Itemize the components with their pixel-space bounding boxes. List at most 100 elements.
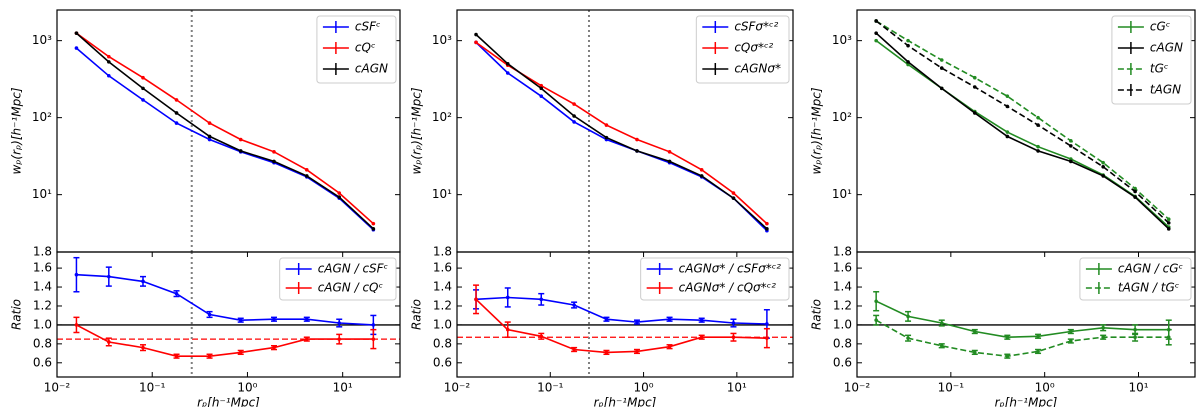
point [539,86,544,91]
point [371,227,376,231]
series-line [475,296,767,325]
y-tick-label: 1.0 [833,317,852,331]
point [371,323,376,327]
point [1166,221,1171,225]
point [371,337,376,341]
point [1133,189,1137,194]
legend-label: cQσ*ᶜ² [734,41,773,55]
point [539,83,544,88]
point [1069,329,1073,334]
point [1101,174,1105,178]
series-line [875,319,1169,358]
point [939,321,944,325]
y-tick-label: 1.4 [833,280,852,294]
point [604,123,609,127]
point [238,149,243,153]
x-axis-label: rₚ[h⁻¹Mpc] [197,396,260,407]
point [505,62,510,66]
point [1166,335,1171,340]
point [604,135,609,140]
point [572,102,576,106]
panel: 1.810¹10²10³wₚ(rₚ)[h⁻¹Mpc]cSFσ*ᶜ²cQσ*ᶜ²c… [410,9,794,259]
y-tick-label: 1.6 [833,261,852,275]
point [1005,94,1010,98]
point [572,303,576,307]
point [906,314,910,319]
series-line [875,20,1170,220]
y-tick-label: 1.8 [833,245,852,259]
y-tick-label: 0.8 [433,336,452,350]
legend-box [695,15,790,84]
point [699,318,704,322]
y-tick-label: 10³ [432,33,452,47]
point [1036,349,1040,354]
y-tick-label: 10² [432,110,452,124]
point [667,159,672,164]
point [337,321,342,325]
point [604,317,609,322]
point [505,295,510,300]
point [1005,134,1010,139]
x-tick-label: 10⁻¹ [537,381,564,395]
x-tick-label: 10⁰ [237,381,257,395]
point [141,98,145,102]
y-tick-label: 1.0 [433,317,452,331]
y-axis-label: Ratio [410,299,424,330]
y-tick-label: 0.6 [433,355,452,369]
y-axis-label: Ratio [10,299,24,330]
point [539,94,544,98]
y-tick-label: 10¹ [832,187,852,201]
point [207,137,212,142]
point [874,38,878,43]
y-tick-label: 0.8 [33,336,52,350]
point [604,350,609,355]
point [207,121,212,125]
panel: 1.8 10¹ 10² 10³ wₚ(rₚ)[h⁻¹Mpc] cGᶜ cAGN tGᶜ tAGN [810,9,1196,259]
x-tick-label: 10⁰ [1035,381,1055,395]
y-tick-label: 1.2 [433,298,452,312]
y-axis-label: Ratio [810,299,824,330]
point [731,321,736,325]
panel: 0.6 0.8 1.0 1.2 1.4 1.6 10⁻² 10⁻¹ 10⁰ 10¹ Ratio rₚ[… [10,251,401,407]
series-line [875,20,1170,224]
point [1133,335,1137,340]
series-line [475,298,767,354]
point [1069,159,1073,164]
legend-label: cAGN / cGᶜ [1118,262,1184,276]
point [141,75,145,80]
point [174,111,179,115]
plot-frame [456,251,794,378]
y-tick-label: 1.2 [33,298,52,312]
legend-label: cAGNσ* / cQσ*ᶜ² [679,281,776,295]
point [505,71,510,75]
y-axis-label: wₚ(rₚ)[h⁻¹Mpc] [10,87,24,174]
legend-label: cSFᶜ [355,20,381,34]
point [667,317,672,322]
point [1005,354,1010,358]
point [906,60,910,64]
legend-label: cAGNσ* [734,62,781,76]
point [874,299,878,304]
point [1133,195,1137,199]
point [141,279,145,284]
plot-frame [56,251,401,378]
point [939,58,944,62]
series-line [76,273,374,326]
x-tick-label: 10⁻¹ [938,381,965,395]
point [337,191,342,195]
legend-box [640,257,790,301]
point [1101,325,1105,330]
legend: cAGN / cSFᶜ cAGN / cQᶜ [279,257,397,301]
point [1005,104,1010,109]
panel: 0.6 0.8 1.0 1.2 1.4 1.6 10⁻² 10⁻¹ 10⁰ 10¹ Ratio rₚ[… [810,251,1196,407]
point [765,221,769,226]
legend-label: cAGN [355,62,388,76]
legend-label: cSFσ*ᶜ² [734,20,778,34]
point [972,75,977,80]
point [1166,217,1171,221]
point [939,86,944,91]
point [1133,327,1137,332]
series-line [76,324,374,357]
